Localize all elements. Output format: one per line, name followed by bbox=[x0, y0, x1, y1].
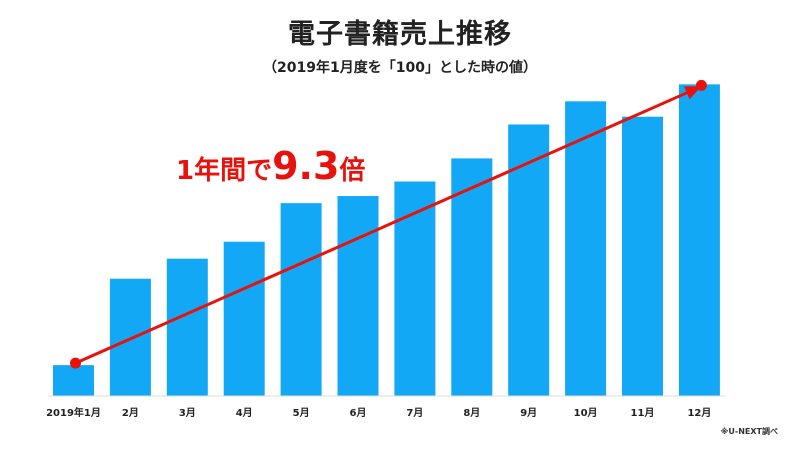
growth-annotation: 1年間で9.3倍 bbox=[176, 144, 365, 188]
annotation-prefix: 1年間で bbox=[176, 156, 273, 186]
bar bbox=[280, 203, 322, 396]
source-note: ※U-NEXT調べ bbox=[720, 427, 778, 436]
x-tick-label: 4月 bbox=[236, 407, 253, 419]
x-tick-label: 7月 bbox=[406, 407, 423, 419]
bar bbox=[394, 181, 436, 396]
trend-end-dot bbox=[695, 79, 707, 91]
x-tick-label: 8月 bbox=[463, 407, 480, 419]
bar bbox=[622, 116, 663, 396]
x-tick-label: 2月 bbox=[122, 407, 139, 419]
annotation-suffix: 倍 bbox=[339, 156, 366, 186]
chart-title: 電子書籍売上推移 bbox=[288, 19, 512, 50]
bar bbox=[53, 365, 94, 396]
x-tick-label: 6月 bbox=[350, 407, 367, 419]
x-tick-label: 12月 bbox=[687, 407, 711, 419]
x-tick-label: 3月 bbox=[179, 407, 196, 419]
trend-start-dot bbox=[70, 357, 81, 369]
x-tick-label: 9月 bbox=[520, 407, 537, 419]
x-tick-label: 10月 bbox=[574, 407, 598, 419]
bar bbox=[508, 124, 550, 396]
bar bbox=[565, 101, 607, 397]
bar bbox=[337, 196, 379, 396]
chart-subtitle: （2019年1月度を「100」とした時の値） bbox=[263, 60, 537, 76]
bar bbox=[451, 158, 493, 396]
annotation-multiplier: 9.3 bbox=[272, 144, 340, 188]
trend-arrow-line bbox=[74, 91, 688, 365]
bar bbox=[223, 241, 265, 396]
trend-arrow-head bbox=[683, 86, 702, 100]
x-tick-label: 2019年1月 bbox=[46, 406, 101, 419]
bar bbox=[678, 84, 720, 396]
bar bbox=[166, 258, 208, 396]
x-tick-label: 11月 bbox=[631, 407, 655, 419]
x-tick-label: 5月 bbox=[293, 407, 310, 419]
